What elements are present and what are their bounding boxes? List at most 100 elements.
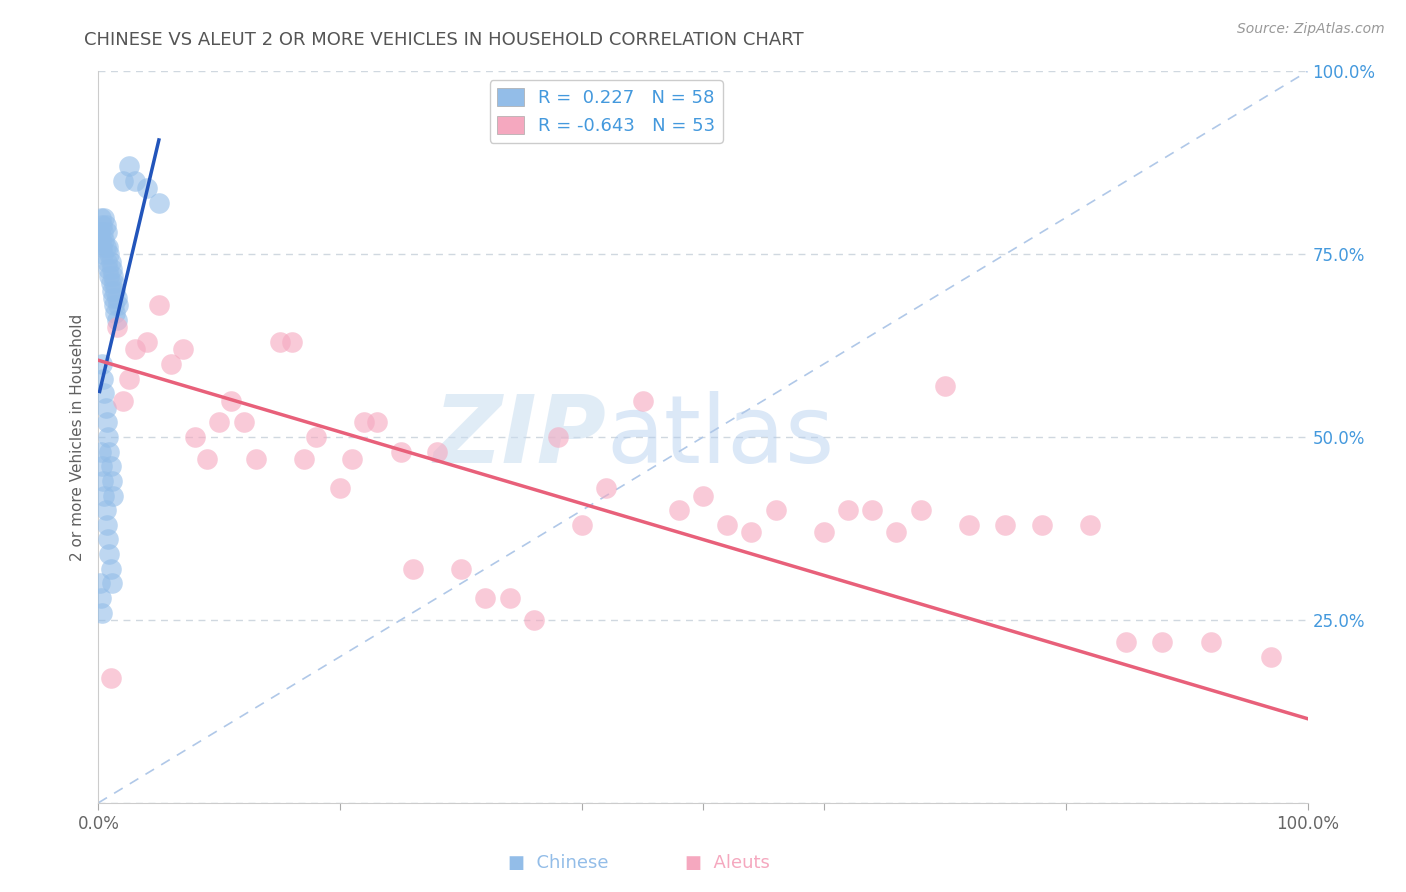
Point <box>595 481 617 495</box>
Point <box>160 357 183 371</box>
Text: ZIP: ZIP <box>433 391 606 483</box>
Point <box>100 576 122 591</box>
Point <box>232 416 254 430</box>
Point <box>90 591 112 605</box>
Point <box>100 474 122 488</box>
Point <box>631 393 654 408</box>
Point <box>100 261 122 276</box>
Point <box>1260 649 1282 664</box>
Point <box>195 452 218 467</box>
Point <box>97 430 120 444</box>
Point <box>1031 517 1053 532</box>
Point <box>91 371 114 385</box>
Point <box>94 503 117 517</box>
Point <box>292 452 315 467</box>
Point <box>91 357 114 371</box>
Point <box>148 196 170 211</box>
Point <box>100 562 122 576</box>
Point <box>97 240 120 254</box>
Point <box>118 371 141 385</box>
Point <box>105 291 128 305</box>
Point <box>245 452 267 467</box>
Point <box>148 298 170 312</box>
Point <box>104 284 127 298</box>
Point <box>91 606 114 620</box>
Point <box>740 525 762 540</box>
Point <box>221 393 243 408</box>
Point <box>523 613 546 627</box>
Point <box>90 444 112 458</box>
Point <box>837 503 859 517</box>
Point <box>107 298 129 312</box>
Point <box>94 218 117 232</box>
Point <box>498 591 520 605</box>
Point <box>98 444 121 458</box>
Point <box>96 416 118 430</box>
Point <box>97 261 120 276</box>
Point <box>98 547 121 561</box>
Point <box>96 254 118 268</box>
Point <box>426 444 449 458</box>
Point <box>571 517 593 532</box>
Point <box>94 401 117 415</box>
Point <box>93 489 115 503</box>
Point <box>91 247 114 261</box>
Point <box>1115 635 1137 649</box>
Point <box>547 430 569 444</box>
Point <box>89 576 111 591</box>
Point <box>124 174 146 188</box>
Point <box>91 240 114 254</box>
Text: ■  Aleuts: ■ Aleuts <box>685 854 769 872</box>
Point <box>96 225 118 239</box>
Point <box>957 517 980 532</box>
Point <box>135 334 157 349</box>
Point <box>692 489 714 503</box>
Point <box>389 444 412 458</box>
Point <box>93 211 115 225</box>
Point <box>765 503 787 517</box>
Point <box>1078 517 1101 532</box>
Point <box>366 416 388 430</box>
Point <box>101 269 124 284</box>
Point <box>104 306 127 320</box>
Point <box>103 277 125 291</box>
Point <box>100 284 122 298</box>
Point <box>98 247 121 261</box>
Point <box>93 386 115 401</box>
Point <box>813 525 835 540</box>
Point <box>934 379 956 393</box>
Text: atlas: atlas <box>606 391 835 483</box>
Point <box>98 269 121 284</box>
Point <box>96 517 118 532</box>
Point <box>97 533 120 547</box>
Point <box>91 218 114 232</box>
Point <box>269 334 291 349</box>
Point <box>101 291 124 305</box>
Point <box>172 343 194 357</box>
Point <box>184 430 207 444</box>
Text: CHINESE VS ALEUT 2 OR MORE VEHICLES IN HOUSEHOLD CORRELATION CHART: CHINESE VS ALEUT 2 OR MORE VEHICLES IN H… <box>84 31 804 49</box>
Point <box>93 233 115 247</box>
Point <box>100 254 122 268</box>
Point <box>90 211 112 225</box>
Point <box>118 160 141 174</box>
Text: Source: ZipAtlas.com: Source: ZipAtlas.com <box>1237 22 1385 37</box>
Text: ■  Chinese: ■ Chinese <box>508 854 609 872</box>
Point <box>94 240 117 254</box>
Point <box>111 174 134 188</box>
Point <box>124 343 146 357</box>
Point <box>329 481 352 495</box>
Point <box>994 517 1017 532</box>
Point <box>1199 635 1222 649</box>
Point <box>1152 635 1174 649</box>
Point <box>910 503 932 517</box>
Point <box>105 320 128 334</box>
Legend: R =  0.227   N = 58, R = -0.643   N = 53: R = 0.227 N = 58, R = -0.643 N = 53 <box>489 80 723 143</box>
Point <box>89 225 111 239</box>
Point <box>100 672 122 686</box>
Point <box>342 452 364 467</box>
Point <box>886 525 908 540</box>
Y-axis label: 2 or more Vehicles in Household: 2 or more Vehicles in Household <box>70 313 86 561</box>
Point <box>91 225 114 239</box>
Point <box>105 313 128 327</box>
